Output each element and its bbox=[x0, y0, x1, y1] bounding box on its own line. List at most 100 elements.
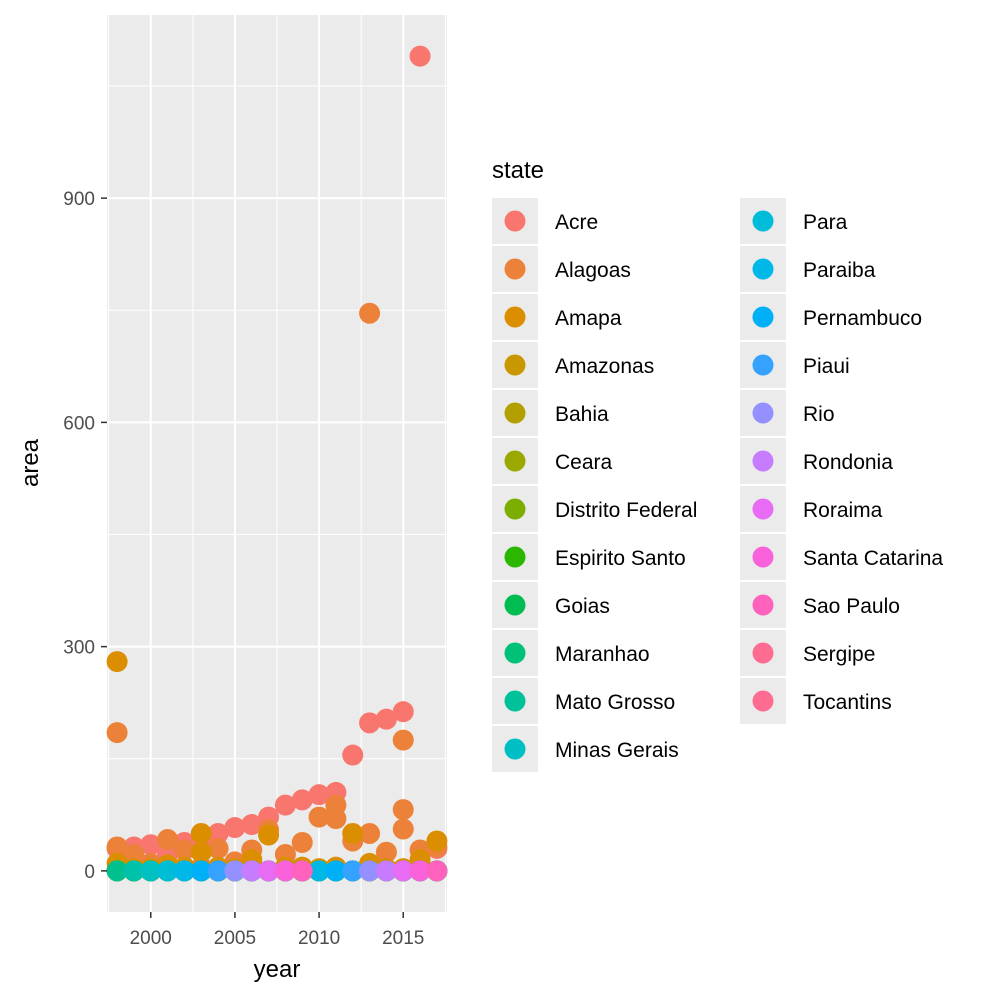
data-point bbox=[173, 839, 195, 861]
legend-swatch bbox=[504, 690, 526, 712]
data-point bbox=[224, 817, 246, 839]
legend-label: Rondonia bbox=[803, 451, 893, 474]
data-point bbox=[106, 836, 128, 858]
legend-label: Alagoas bbox=[555, 259, 631, 282]
legend-swatch bbox=[752, 354, 774, 376]
data-point bbox=[106, 860, 128, 882]
legend-swatch bbox=[504, 450, 526, 472]
data-point bbox=[173, 860, 195, 882]
legend-label: Mato Grosso bbox=[555, 691, 675, 714]
legend-label: Para bbox=[803, 211, 848, 234]
data-point bbox=[392, 799, 414, 821]
data-point bbox=[140, 860, 162, 882]
legend-label: Amazonas bbox=[555, 355, 654, 378]
x-tick-label: 2005 bbox=[214, 928, 256, 949]
legend-swatch bbox=[752, 546, 774, 568]
legend-swatch bbox=[504, 210, 526, 232]
legend-label: Pernambuco bbox=[803, 307, 922, 330]
data-point bbox=[190, 841, 212, 863]
data-point bbox=[426, 830, 448, 852]
data-point bbox=[157, 860, 179, 882]
data-point bbox=[207, 837, 229, 859]
x-axis: 2000 2005 2010 2015 bbox=[130, 912, 424, 949]
data-point bbox=[392, 818, 414, 840]
legend-swatch bbox=[752, 594, 774, 616]
data-point bbox=[207, 860, 229, 882]
legend-swatch bbox=[504, 402, 526, 424]
data-point bbox=[342, 860, 364, 882]
legend-swatch bbox=[752, 498, 774, 520]
data-point bbox=[342, 744, 364, 766]
data-point bbox=[123, 860, 145, 882]
y-axis-title: area bbox=[17, 438, 44, 487]
x-tick-label: 2015 bbox=[382, 928, 424, 949]
data-point bbox=[392, 860, 414, 882]
data-point bbox=[359, 860, 381, 882]
data-point bbox=[106, 722, 128, 744]
data-point bbox=[409, 860, 431, 882]
data-point bbox=[291, 831, 313, 853]
legend-label: Minas Gerais bbox=[555, 739, 679, 762]
data-point bbox=[375, 860, 397, 882]
legend-label: Acre bbox=[555, 211, 598, 234]
legend-label: Santa Catarina bbox=[803, 547, 943, 570]
data-point bbox=[392, 701, 414, 723]
data-point bbox=[190, 860, 212, 882]
data-point bbox=[291, 789, 313, 811]
legend-swatch bbox=[504, 354, 526, 376]
legend-swatch bbox=[504, 642, 526, 664]
data-point bbox=[308, 806, 330, 828]
legend-label: Amapa bbox=[555, 307, 622, 330]
legend-swatch bbox=[752, 450, 774, 472]
x-axis-title: year bbox=[254, 956, 301, 983]
data-point bbox=[274, 794, 296, 816]
data-point bbox=[106, 651, 128, 673]
legend-swatch bbox=[752, 258, 774, 280]
legend: state Acre Alagoas Amapa Amazonas Bahia Ceara… bbox=[492, 157, 943, 772]
legend-swatch bbox=[752, 402, 774, 424]
data-point bbox=[375, 841, 397, 863]
data-point bbox=[274, 860, 296, 882]
data-point bbox=[359, 823, 381, 845]
data-point bbox=[375, 708, 397, 730]
legend-label: Sergipe bbox=[803, 643, 875, 666]
legend-label: Bahia bbox=[555, 403, 609, 426]
grid-minor-lines bbox=[107, 15, 447, 912]
y-tick-label: 900 bbox=[63, 189, 95, 210]
data-point bbox=[426, 860, 448, 882]
data-point bbox=[157, 828, 179, 850]
data-point bbox=[409, 45, 431, 67]
legend-swatch bbox=[504, 546, 526, 568]
data-point bbox=[359, 302, 381, 324]
y-axis: 0 300 600 900 bbox=[63, 189, 107, 883]
data-point bbox=[392, 729, 414, 751]
legend-label: Distrito Federal bbox=[555, 499, 697, 522]
legend-label: Ceara bbox=[555, 451, 613, 474]
data-points bbox=[106, 45, 448, 882]
legend-label: Sao Paulo bbox=[803, 595, 900, 618]
legend-label: Maranhao bbox=[555, 643, 650, 666]
data-point bbox=[308, 860, 330, 882]
data-point bbox=[258, 824, 280, 846]
legend-title: state bbox=[492, 157, 544, 184]
legend-label: Goias bbox=[555, 595, 610, 618]
legend-swatch bbox=[504, 258, 526, 280]
data-point bbox=[308, 784, 330, 806]
y-tick-label: 0 bbox=[84, 862, 95, 883]
data-point bbox=[241, 860, 263, 882]
x-tick-label: 2000 bbox=[130, 928, 172, 949]
legend-label: Tocantins bbox=[803, 691, 892, 714]
legend-swatch bbox=[752, 642, 774, 664]
data-point bbox=[291, 860, 313, 882]
legend-label: Espirito Santo bbox=[555, 547, 686, 570]
legend-swatch bbox=[752, 306, 774, 328]
legend-swatch bbox=[504, 738, 526, 760]
legend-swatch bbox=[504, 594, 526, 616]
legend-label: Piaui bbox=[803, 355, 850, 378]
data-point bbox=[342, 823, 364, 845]
data-point bbox=[207, 823, 229, 845]
data-point bbox=[241, 814, 263, 836]
data-point bbox=[258, 860, 280, 882]
y-tick-label: 600 bbox=[63, 413, 95, 434]
data-point bbox=[224, 860, 246, 882]
